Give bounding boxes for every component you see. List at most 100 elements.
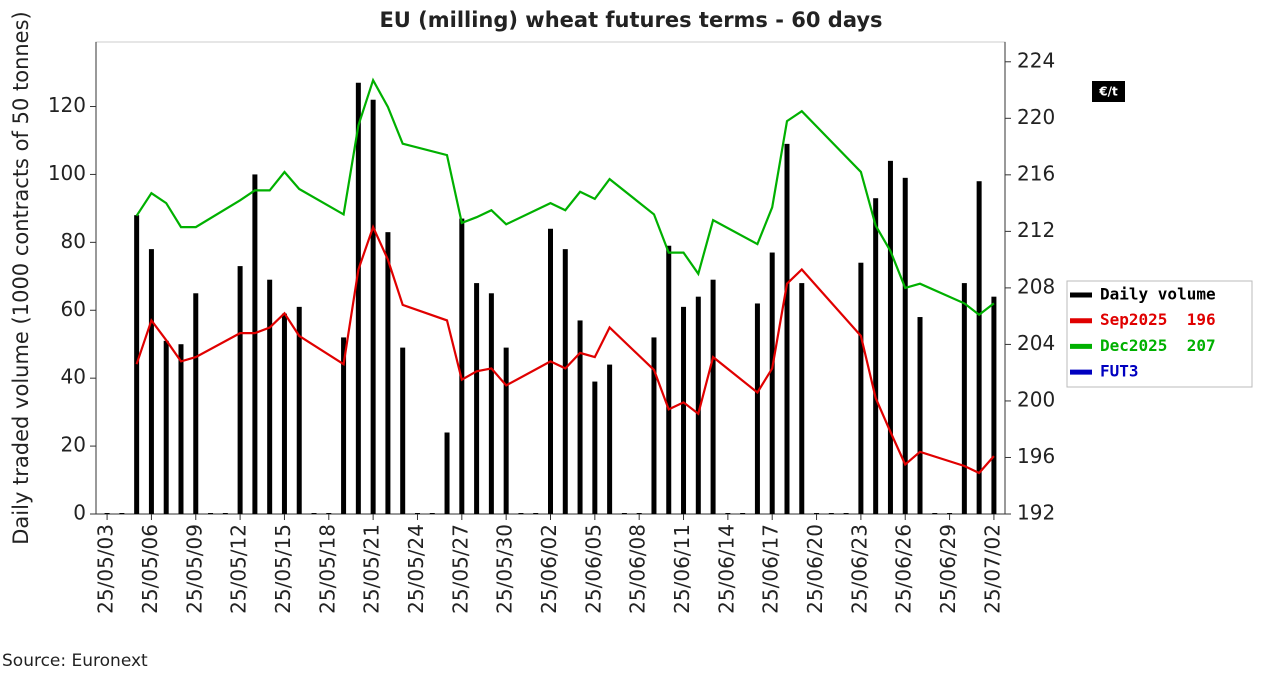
x-tick-label: 25/06/26 [892,524,916,614]
legend-box [1066,280,1253,388]
bar [666,245,672,514]
bar [607,364,613,514]
bar [814,513,820,514]
bar [828,513,834,514]
bar [562,249,568,514]
bar [163,340,169,514]
bar [976,181,982,514]
bar [370,99,376,514]
legend-label: FUT3 [1100,362,1139,381]
bar [651,337,657,514]
y2-tick-label: 224 [1017,48,1055,72]
bar [267,279,273,514]
bar [710,279,716,514]
y2-tick-label: 216 [1017,161,1055,185]
bar [769,252,775,514]
x-tick-label: 25/05/24 [404,524,428,614]
bar [148,249,154,514]
y-tick-label: 80 [61,229,86,253]
x-tick-label: 25/05/15 [271,524,295,614]
bar [488,293,494,514]
bar [444,432,450,514]
x-tick-label: 25/05/18 [315,524,339,614]
bar [932,513,938,514]
x-tick-label: 25/06/23 [847,524,871,614]
line-series [135,224,995,475]
bar [208,513,214,514]
chart-title: EU (milling) wheat futures terms - 60 da… [379,8,882,32]
y2-tick-label: 208 [1017,274,1055,298]
unit-badge [1092,81,1125,102]
x-tick-label: 25/06/29 [936,524,960,614]
y-axis-label: Daily traded volume (1000 contracts of 5… [9,11,33,545]
bar [222,513,228,514]
bar [681,306,687,514]
y-tick-label: 20 [61,433,86,457]
x-tick-label: 25/06/05 [581,524,605,614]
bar [296,306,302,514]
bar [754,303,760,514]
line-series [135,77,995,317]
x-tick-label: 25/05/27 [448,524,472,614]
bar [725,513,731,514]
bar [636,513,642,514]
x-tick-label: 25/06/11 [670,524,694,614]
bar [178,344,184,514]
bar [843,513,849,514]
bar [740,513,746,514]
y2-tick-label: 192 [1017,501,1055,525]
bar [621,513,627,514]
bar [193,293,199,514]
bar [474,283,480,514]
bar [134,215,140,514]
bar [548,228,553,515]
bar [695,296,701,514]
y2-tick-label: 220 [1017,105,1055,129]
bar [104,513,110,514]
bar [459,218,465,514]
bar [503,347,509,514]
y-tick-label: 100 [48,161,86,185]
x-tick-label: 25/06/20 [803,524,827,614]
bar [887,160,893,514]
y-tick-label: 120 [48,93,86,117]
x-tick-label: 25/05/06 [138,524,162,614]
bar [119,513,125,514]
bar [400,347,406,514]
bar [961,283,967,514]
bar [311,513,317,514]
bar [326,513,332,514]
y-tick-label: 60 [61,297,86,321]
x-tick-label: 25/06/08 [626,524,650,614]
bar [873,198,879,515]
bar [355,82,361,514]
bar [991,296,997,514]
x-tick-label: 25/07/02 [980,524,1004,614]
y2-tick-label: 212 [1017,218,1055,242]
y2-tick-label: 196 [1017,444,1055,468]
bar [237,266,243,514]
y-tick-label: 0 [73,501,86,525]
bar [799,283,805,514]
x-tick-label: 25/06/02 [537,524,561,614]
x-tick-label: 25/06/14 [714,524,738,614]
y2-tick-label: 200 [1017,387,1055,411]
x-tick-label: 25/05/30 [493,524,517,614]
bar [518,513,524,514]
bar [414,513,420,514]
bar [947,513,953,514]
bar [902,177,908,514]
bar [577,320,583,514]
x-tick-label: 25/05/09 [182,524,206,614]
y2-tick-label: 204 [1017,331,1055,355]
legend-label: Daily volume [1100,285,1216,304]
bar [252,174,258,515]
bar [429,513,435,514]
bar [592,381,598,514]
bar [784,143,790,515]
bar [341,337,347,514]
x-tick-label: 25/06/17 [759,524,783,614]
bar [281,313,287,514]
y-tick-label: 40 [61,365,86,389]
